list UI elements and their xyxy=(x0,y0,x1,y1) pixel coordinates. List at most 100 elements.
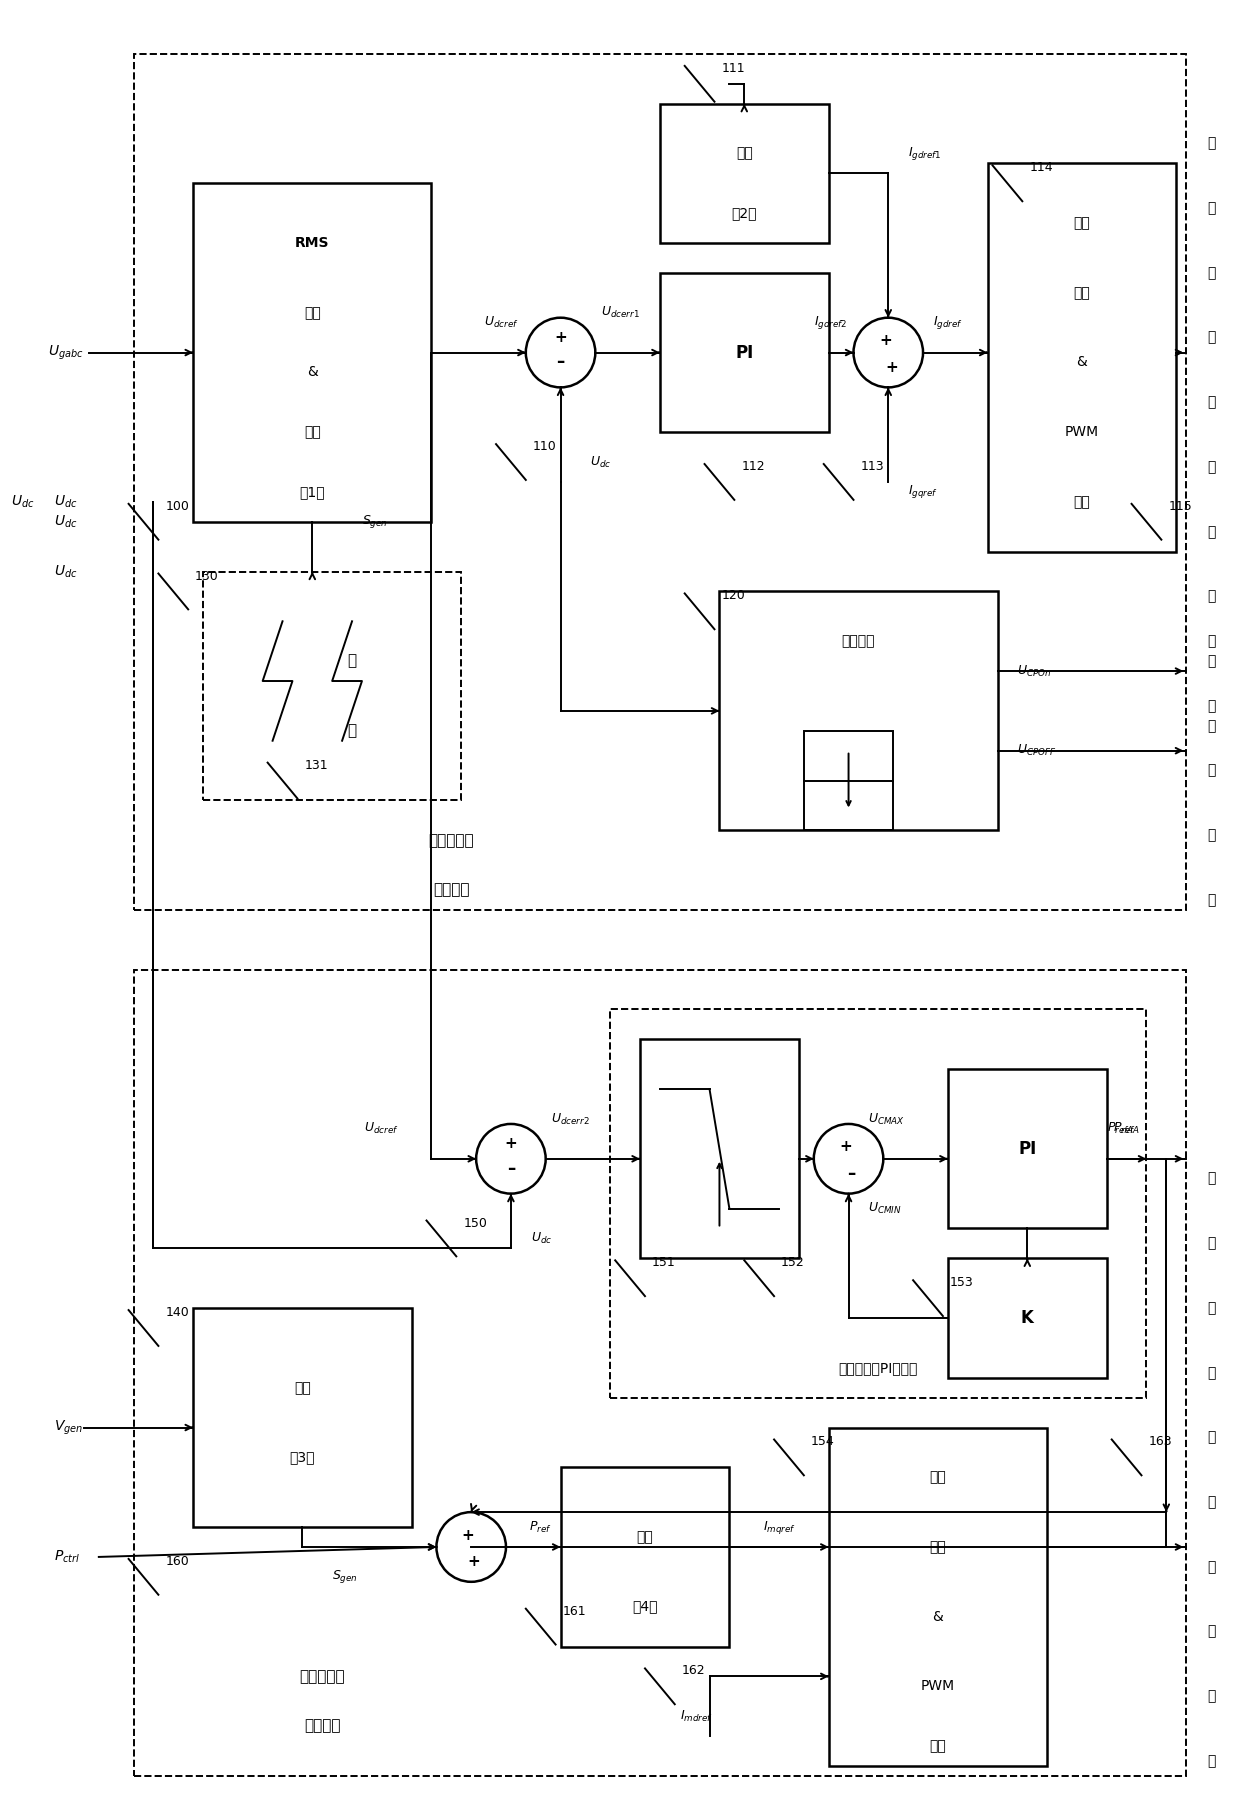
Bar xyxy=(203,571,461,801)
Text: $I_{gdref}$: $I_{gdref}$ xyxy=(932,314,962,330)
Text: 到: 到 xyxy=(1207,634,1215,648)
Text: 161: 161 xyxy=(563,1604,587,1618)
Text: &: & xyxy=(1076,356,1087,370)
Bar xyxy=(947,1259,1107,1378)
Text: 公式: 公式 xyxy=(294,1381,311,1395)
Text: 114: 114 xyxy=(1029,162,1053,174)
Text: PWM: PWM xyxy=(921,1679,955,1694)
Text: 侧: 侧 xyxy=(1207,266,1215,280)
Text: 换: 换 xyxy=(1207,395,1215,409)
Text: +: + xyxy=(879,332,892,348)
Bar xyxy=(804,731,893,830)
Text: 变: 变 xyxy=(1207,1625,1215,1638)
Bar xyxy=(719,591,997,830)
Text: 控制单元: 控制单元 xyxy=(433,882,470,898)
Text: 通: 通 xyxy=(347,654,357,668)
Text: K: K xyxy=(1021,1309,1034,1327)
Text: $P_{refA}$: $P_{refA}$ xyxy=(1107,1121,1133,1137)
Text: 器: 器 xyxy=(1207,460,1215,474)
Text: 控制: 控制 xyxy=(930,1539,946,1554)
Text: 机: 机 xyxy=(1207,1236,1215,1250)
Bar xyxy=(193,1307,412,1527)
Text: $I_{mqref}$: $I_{mqref}$ xyxy=(763,1519,796,1536)
Text: 控制: 控制 xyxy=(1074,286,1090,300)
Text: 元: 元 xyxy=(1207,1755,1215,1767)
Text: $U_{CMIN}$: $U_{CMIN}$ xyxy=(868,1202,903,1216)
Text: $I_{gdref1}$: $I_{gdref1}$ xyxy=(908,145,941,162)
Text: $S_{gen}$: $S_{gen}$ xyxy=(362,514,388,530)
Text: 变: 变 xyxy=(1207,330,1215,345)
Text: 112: 112 xyxy=(742,460,765,472)
Text: 到: 到 xyxy=(1207,136,1215,151)
Text: 154: 154 xyxy=(811,1435,835,1449)
Text: $P_{ctrl}$: $P_{ctrl}$ xyxy=(55,1548,81,1564)
Text: $U_{dcref}$: $U_{dcref}$ xyxy=(484,314,518,330)
Text: $U_{dcref}$: $U_{dcref}$ xyxy=(365,1121,399,1137)
Text: 150: 150 xyxy=(464,1216,487,1230)
Text: 变: 变 xyxy=(1207,1365,1215,1379)
Text: 公式: 公式 xyxy=(304,426,321,440)
Text: 153: 153 xyxy=(950,1277,973,1290)
Text: $U_{CPOFF}$: $U_{CPOFF}$ xyxy=(1017,744,1056,758)
Text: $U_{dcerr1}$: $U_{dcerr1}$ xyxy=(600,305,640,320)
Text: &: & xyxy=(308,365,317,379)
Bar xyxy=(640,1040,799,1259)
Text: 稳态自衰减PI控制器: 稳态自衰减PI控制器 xyxy=(838,1361,918,1374)
Text: 120: 120 xyxy=(722,589,745,602)
Text: $U_{dc}$: $U_{dc}$ xyxy=(531,1230,552,1246)
Text: 110: 110 xyxy=(533,440,557,453)
Text: （4）: （4） xyxy=(632,1600,657,1613)
Text: 113: 113 xyxy=(861,460,884,472)
Text: 讯: 讯 xyxy=(347,724,357,738)
Text: $U_{CMAX}$: $U_{CMAX}$ xyxy=(868,1112,905,1126)
Text: 单: 单 xyxy=(1207,828,1215,842)
Text: 变: 变 xyxy=(1207,589,1215,603)
Text: +: + xyxy=(839,1139,852,1155)
Text: 逆: 逆 xyxy=(1207,1561,1215,1573)
Bar xyxy=(193,183,432,523)
Text: $I_{mdref}$: $I_{mdref}$ xyxy=(680,1708,713,1724)
Text: 公式: 公式 xyxy=(636,1530,653,1545)
Text: 到: 到 xyxy=(1207,1171,1215,1185)
Text: 元: 元 xyxy=(1207,893,1215,907)
Text: 163: 163 xyxy=(1148,1435,1172,1449)
Text: 160: 160 xyxy=(165,1555,188,1568)
Bar xyxy=(987,163,1177,551)
Bar xyxy=(560,1467,729,1647)
Text: 荷: 荷 xyxy=(1207,763,1215,778)
Text: $I_{gdref2}$: $I_{gdref2}$ xyxy=(813,314,847,330)
Text: $U_{dc}$: $U_{dc}$ xyxy=(55,514,78,530)
Text: 网侧变换器: 网侧变换器 xyxy=(429,833,474,848)
Text: +: + xyxy=(467,1554,481,1570)
Text: –: – xyxy=(557,354,564,372)
Text: 侧: 侧 xyxy=(1207,1300,1215,1315)
Bar xyxy=(660,273,828,433)
Bar xyxy=(947,1069,1107,1228)
Text: $I_{gqref}$: $I_{gqref}$ xyxy=(908,483,939,501)
Text: （1）: （1） xyxy=(300,485,325,499)
Text: （3）: （3） xyxy=(290,1451,315,1464)
Text: 控制单元: 控制单元 xyxy=(304,1719,341,1733)
Text: RMS: RMS xyxy=(295,235,330,250)
Text: 单: 单 xyxy=(1207,1690,1215,1703)
Text: $U_{dc}$: $U_{dc}$ xyxy=(55,494,78,510)
Text: $U_{dcerr2}$: $U_{dcerr2}$ xyxy=(551,1112,590,1126)
Text: 矢量: 矢量 xyxy=(1074,216,1090,230)
Text: 130: 130 xyxy=(195,569,219,582)
Text: 卸荷控制: 卸荷控制 xyxy=(842,634,875,648)
Text: 换: 换 xyxy=(1207,1430,1215,1444)
Text: （2）: （2） xyxy=(732,207,758,221)
Text: &: & xyxy=(932,1609,944,1624)
Text: $U_{gabc}$: $U_{gabc}$ xyxy=(48,343,84,361)
Text: 生成: 生成 xyxy=(1074,496,1090,508)
Text: 151: 151 xyxy=(652,1257,676,1270)
Text: $U_{dc}$: $U_{dc}$ xyxy=(55,564,78,580)
Text: 140: 140 xyxy=(165,1306,188,1318)
Text: 矢量: 矢量 xyxy=(930,1471,946,1483)
Text: $P_{ref}$: $P_{ref}$ xyxy=(529,1519,552,1534)
Text: +: + xyxy=(461,1528,475,1543)
Bar xyxy=(660,104,828,242)
Text: 131: 131 xyxy=(304,758,329,772)
Text: 生成: 生成 xyxy=(930,1739,946,1753)
Text: 162: 162 xyxy=(682,1665,706,1677)
